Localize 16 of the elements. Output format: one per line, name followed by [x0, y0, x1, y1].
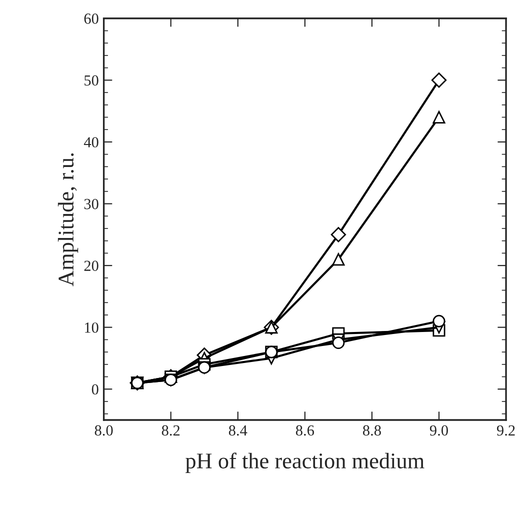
x-tick-label: 9.0	[430, 425, 448, 436]
y-axis-title: Amplitude, r.u.	[58, 153, 78, 286]
y-tick-label: 60	[84, 14, 98, 24]
x-tick-label: 8.0	[94, 425, 113, 436]
y-tick-label: 10	[85, 322, 98, 333]
y-tick-label: 20	[84, 260, 98, 271]
y-tick-label: 50	[84, 75, 98, 86]
x-axis-title: pH of the reaction medium	[186, 452, 424, 473]
x-tick-label: 9.2	[496, 425, 515, 436]
y-tick-label: 0	[92, 384, 98, 395]
x-tick-label: 8.8	[362, 425, 381, 436]
x-tick-label: 8.4	[228, 425, 248, 436]
x-tick-label: 8.6	[296, 425, 314, 436]
y-tick-label: 40	[84, 137, 98, 148]
y-tick-label: 30	[84, 198, 98, 210]
x-tick-label: 8.2	[162, 425, 180, 436]
